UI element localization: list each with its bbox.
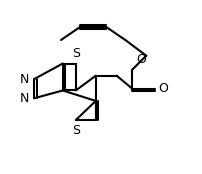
Text: N: N	[19, 73, 29, 86]
Text: O: O	[158, 82, 168, 95]
Text: S: S	[72, 47, 80, 60]
Text: O: O	[136, 53, 146, 66]
Text: S: S	[72, 124, 80, 137]
Text: N: N	[19, 92, 29, 105]
